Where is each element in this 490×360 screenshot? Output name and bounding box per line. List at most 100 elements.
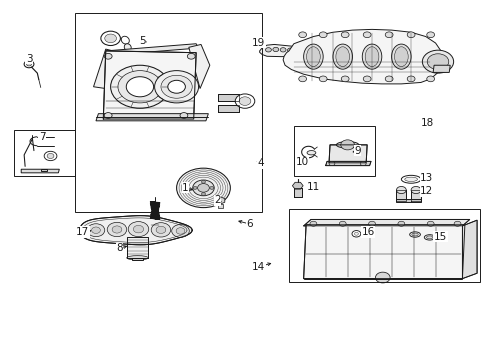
- Circle shape: [427, 221, 434, 226]
- Circle shape: [396, 186, 406, 194]
- Circle shape: [193, 180, 214, 196]
- Polygon shape: [294, 188, 302, 197]
- Text: 9: 9: [354, 145, 361, 156]
- Polygon shape: [127, 237, 148, 258]
- Polygon shape: [189, 44, 210, 89]
- Circle shape: [92, 227, 100, 233]
- Circle shape: [427, 54, 449, 69]
- Text: 4: 4: [258, 158, 265, 168]
- Ellipse shape: [304, 44, 323, 69]
- Circle shape: [101, 31, 121, 45]
- Circle shape: [341, 76, 349, 82]
- Circle shape: [161, 75, 192, 98]
- Circle shape: [210, 186, 214, 189]
- Circle shape: [111, 65, 169, 108]
- Text: 11: 11: [307, 182, 320, 192]
- Circle shape: [201, 180, 205, 183]
- Polygon shape: [326, 161, 371, 166]
- Circle shape: [197, 184, 209, 192]
- Circle shape: [26, 62, 31, 66]
- Circle shape: [294, 49, 300, 53]
- Circle shape: [411, 186, 421, 194]
- Polygon shape: [396, 199, 421, 202]
- Circle shape: [201, 193, 205, 195]
- Text: 19: 19: [252, 38, 265, 48]
- Circle shape: [128, 222, 149, 237]
- Bar: [294, 126, 375, 176]
- Bar: [289, 209, 480, 282]
- Circle shape: [280, 48, 286, 52]
- Text: 1: 1: [182, 183, 189, 193]
- Circle shape: [176, 168, 230, 208]
- Bar: [218, 204, 223, 208]
- Circle shape: [363, 32, 371, 38]
- Circle shape: [339, 221, 346, 226]
- Polygon shape: [411, 190, 421, 201]
- Circle shape: [385, 32, 393, 38]
- Polygon shape: [260, 44, 303, 57]
- Circle shape: [24, 60, 34, 68]
- Circle shape: [172, 225, 189, 237]
- Ellipse shape: [405, 177, 417, 181]
- Circle shape: [354, 232, 358, 235]
- Ellipse shape: [365, 47, 379, 67]
- Circle shape: [239, 97, 251, 105]
- Circle shape: [151, 223, 171, 237]
- Circle shape: [427, 76, 435, 82]
- Text: 12: 12: [420, 186, 433, 197]
- Circle shape: [422, 50, 454, 73]
- Text: 5: 5: [139, 36, 146, 46]
- Polygon shape: [218, 94, 239, 101]
- Text: 6: 6: [246, 219, 253, 229]
- Ellipse shape: [124, 44, 131, 51]
- Circle shape: [87, 224, 105, 237]
- Circle shape: [427, 32, 435, 38]
- Text: 17: 17: [76, 227, 89, 237]
- Text: 15: 15: [434, 232, 447, 242]
- Circle shape: [288, 48, 294, 52]
- Text: 13: 13: [420, 173, 433, 183]
- Text: 2: 2: [214, 195, 221, 206]
- Bar: [75, 13, 262, 212]
- Polygon shape: [293, 182, 303, 189]
- Ellipse shape: [401, 175, 421, 183]
- Polygon shape: [329, 145, 367, 163]
- Circle shape: [266, 48, 271, 52]
- Circle shape: [385, 76, 393, 82]
- Circle shape: [398, 221, 405, 226]
- Circle shape: [299, 32, 307, 38]
- Ellipse shape: [426, 236, 433, 239]
- Circle shape: [176, 228, 185, 234]
- Circle shape: [352, 230, 361, 237]
- Circle shape: [341, 32, 349, 38]
- Ellipse shape: [336, 141, 359, 148]
- Ellipse shape: [127, 235, 148, 240]
- Circle shape: [151, 222, 159, 228]
- Text: 7: 7: [39, 132, 46, 142]
- Circle shape: [360, 161, 366, 166]
- Circle shape: [133, 225, 144, 233]
- Circle shape: [126, 77, 154, 97]
- Polygon shape: [463, 220, 477, 279]
- Polygon shape: [217, 197, 225, 204]
- Ellipse shape: [307, 47, 320, 67]
- Text: 3: 3: [25, 54, 32, 64]
- Ellipse shape: [336, 47, 349, 67]
- Polygon shape: [304, 225, 465, 279]
- Circle shape: [156, 226, 166, 233]
- Circle shape: [107, 222, 127, 237]
- Polygon shape: [41, 168, 47, 171]
- Circle shape: [319, 32, 327, 38]
- Text: 8: 8: [116, 243, 122, 253]
- Circle shape: [329, 161, 335, 166]
- Polygon shape: [21, 169, 59, 173]
- Circle shape: [407, 76, 415, 82]
- Circle shape: [310, 221, 317, 226]
- Circle shape: [407, 32, 415, 38]
- Circle shape: [155, 71, 198, 103]
- Ellipse shape: [362, 44, 382, 69]
- Ellipse shape: [412, 233, 418, 236]
- Circle shape: [44, 151, 57, 161]
- Circle shape: [375, 272, 390, 283]
- Polygon shape: [80, 216, 192, 245]
